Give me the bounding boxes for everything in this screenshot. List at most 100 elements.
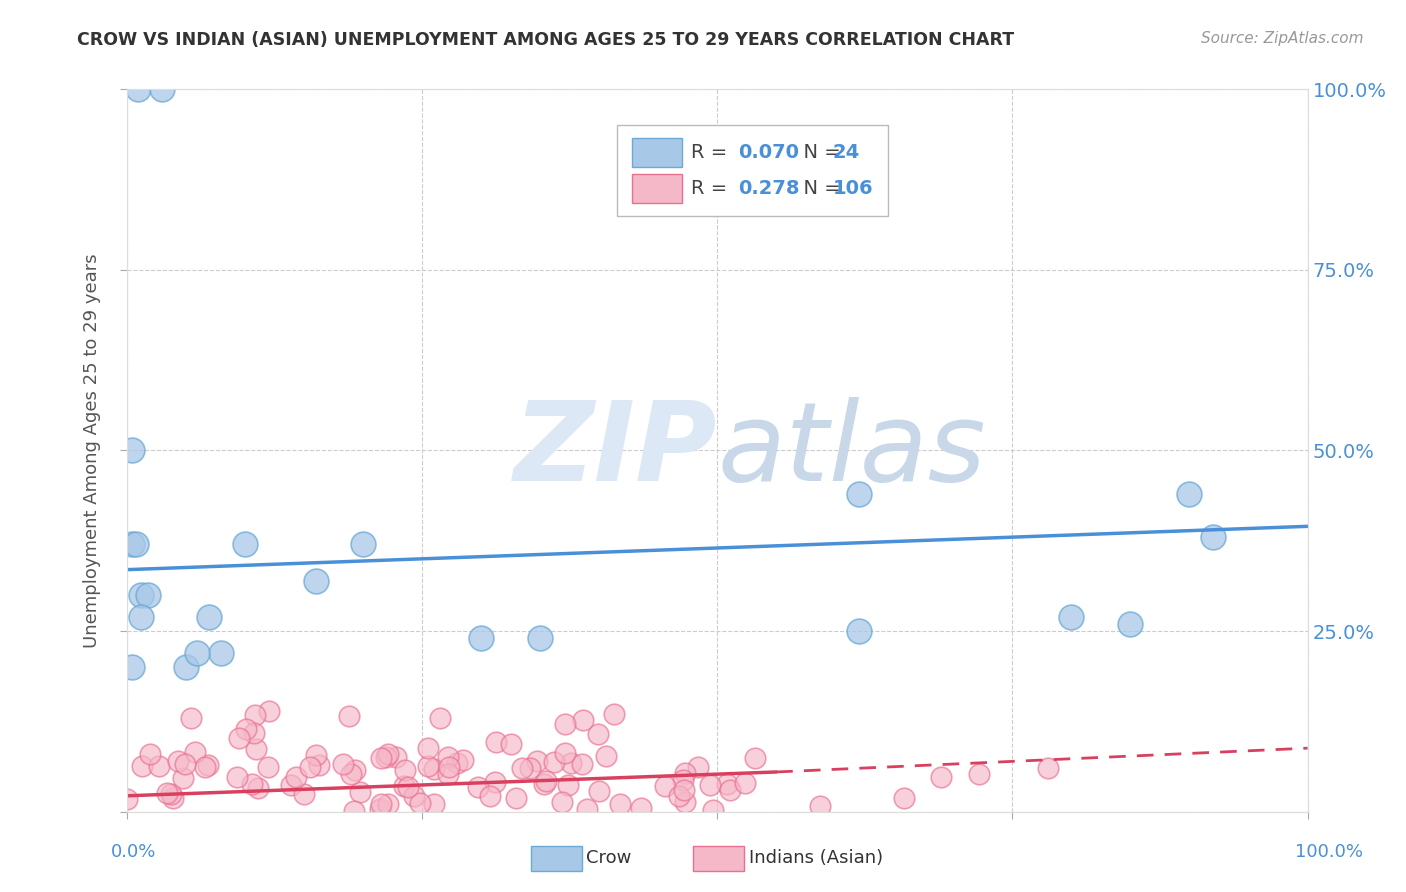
Text: N =: N =	[792, 179, 848, 198]
Point	[519, 761, 541, 775]
Point	[197, 758, 219, 772]
Point	[159, 787, 181, 801]
Point	[485, 735, 508, 749]
Point	[672, 773, 695, 788]
Point	[588, 727, 610, 741]
Point	[245, 742, 267, 756]
Point	[572, 714, 595, 728]
Point	[304, 574, 326, 588]
Point	[409, 796, 432, 810]
Point	[180, 711, 202, 725]
Point	[437, 759, 460, 773]
Point	[398, 780, 420, 795]
Point	[384, 750, 406, 764]
Point	[125, 537, 148, 551]
Point	[374, 750, 396, 764]
Point	[340, 766, 363, 780]
Point	[557, 778, 579, 792]
Point	[332, 757, 354, 772]
Point	[246, 780, 269, 795]
Point	[308, 757, 330, 772]
Text: R =: R =	[692, 144, 734, 162]
Point	[416, 758, 439, 772]
Point	[156, 786, 179, 800]
Point	[510, 761, 533, 775]
Point	[166, 755, 188, 769]
Point	[245, 707, 267, 722]
Point	[688, 760, 710, 774]
Text: R =: R =	[692, 179, 734, 198]
Point	[534, 773, 557, 788]
Text: 106: 106	[832, 179, 873, 198]
Point	[654, 779, 676, 793]
Point	[848, 487, 870, 501]
Point	[233, 537, 256, 551]
Point	[479, 789, 502, 803]
Point	[673, 795, 696, 809]
Point	[576, 802, 599, 816]
Point	[543, 755, 565, 769]
Point	[121, 660, 143, 674]
Point	[423, 797, 446, 812]
Point	[370, 797, 392, 811]
Point	[699, 778, 721, 792]
Point	[630, 801, 652, 815]
Point	[1036, 761, 1059, 775]
Text: Source: ZipAtlas.com: Source: ZipAtlas.com	[1201, 31, 1364, 46]
Point	[551, 795, 574, 809]
Text: CROW VS INDIAN (ASIAN) UNEMPLOYMENT AMONG AGES 25 TO 29 YEARS CORRELATION CHART: CROW VS INDIAN (ASIAN) UNEMPLOYMENT AMON…	[77, 31, 1015, 49]
Point	[368, 801, 391, 815]
Point	[453, 754, 475, 768]
Point	[526, 754, 548, 768]
Point	[893, 791, 915, 805]
Point	[242, 726, 264, 740]
Point	[437, 750, 460, 764]
Point	[172, 772, 194, 786]
Point	[305, 748, 328, 763]
Point	[235, 723, 257, 737]
Point	[501, 737, 523, 751]
Point	[1178, 487, 1201, 501]
Point	[394, 763, 416, 777]
Text: 24: 24	[832, 144, 860, 162]
Point	[967, 767, 990, 781]
Point	[129, 588, 152, 602]
Point	[673, 782, 696, 797]
Point	[121, 443, 143, 458]
Point	[349, 785, 371, 799]
Text: atlas: atlas	[717, 397, 986, 504]
Point	[148, 758, 170, 772]
Text: 100.0%: 100.0%	[1295, 843, 1362, 861]
Point	[131, 758, 153, 772]
Point	[377, 747, 399, 762]
Point	[392, 779, 415, 793]
Point	[117, 791, 139, 805]
Point	[484, 774, 506, 789]
Point	[186, 646, 208, 660]
Text: N =: N =	[792, 144, 848, 162]
Point	[716, 777, 738, 791]
Point	[240, 777, 263, 791]
Point	[136, 588, 159, 602]
Point	[194, 759, 217, 773]
Point	[352, 537, 374, 551]
Point	[226, 770, 249, 784]
Point	[127, 82, 149, 96]
Point	[702, 803, 724, 817]
Point	[470, 632, 492, 646]
Point	[673, 765, 696, 780]
Point	[505, 791, 527, 805]
Point	[422, 762, 444, 776]
Point	[808, 798, 831, 813]
Point	[402, 789, 425, 803]
Point	[344, 764, 367, 778]
Point	[668, 789, 690, 803]
Point	[209, 646, 232, 660]
Point	[174, 660, 197, 674]
Point	[257, 760, 280, 774]
Point	[370, 751, 392, 765]
Point	[929, 770, 952, 784]
Point	[174, 757, 197, 772]
Point	[446, 756, 468, 770]
Point	[609, 797, 631, 811]
